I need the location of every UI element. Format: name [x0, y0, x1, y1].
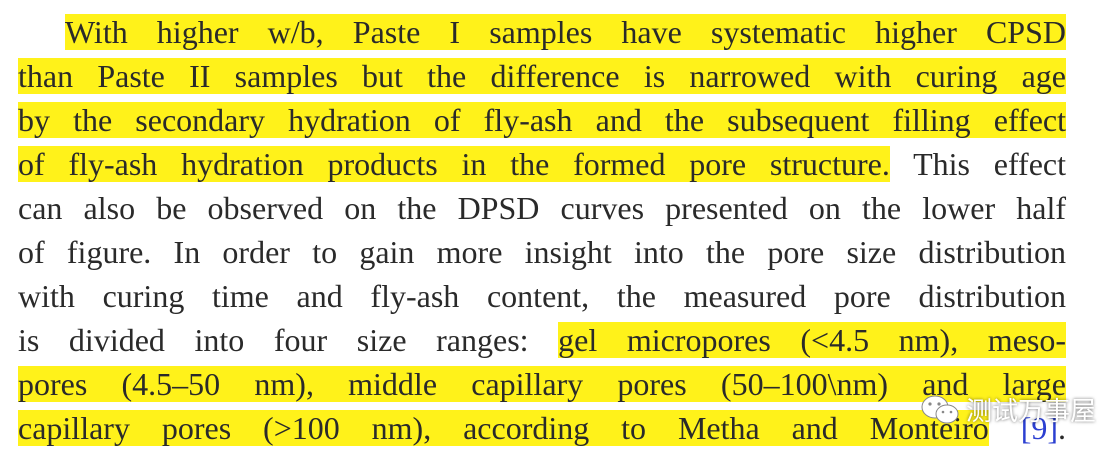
highlighted-text: by the secondary hydration of fly-ash an… [18, 102, 1066, 138]
text: of figure. In order to gain more insight… [18, 234, 1066, 270]
watermark-text: 测试万事屋 [965, 397, 1096, 427]
text-line: with curing time and fly-ash content, th… [18, 274, 1066, 318]
watermark: 测试万事屋 [920, 391, 1096, 428]
highlighted-text: of fly-ash hydration products in the for… [18, 146, 890, 182]
highlighted-text: With higher w/b, Paste I samples have sy… [65, 14, 1066, 50]
text-line: capillary pores (>100 nm), according to … [18, 406, 1066, 450]
text-line: can also be observed on the DPSD curves … [18, 186, 1066, 230]
highlighted-text: than Paste II samples but the difference… [18, 58, 1066, 94]
highlighted-text: capillary pores (>100 nm), according to … [18, 410, 989, 446]
text-line: pores (4.5–50 nm), middle capillary pore… [18, 362, 1066, 406]
wechat-icon [921, 395, 959, 423]
highlighted-text: gel micropores (<4.5 nm), meso- [558, 322, 1067, 358]
text-line: is divided into four size ranges: gel mi… [18, 318, 1067, 362]
text-line: of figure. In order to gain more insight… [18, 230, 1066, 274]
text-line: by the secondary hydration of fly-ash an… [18, 98, 1066, 142]
text-line: of fly-ash hydration products in the for… [18, 142, 1066, 186]
text: can also be observed on the DPSD curves … [18, 190, 1066, 226]
text: is divided into four size ranges: [18, 322, 559, 358]
highlighted-text: pores (4.5–50 nm), middle capillary pore… [18, 366, 1066, 402]
text: . [1058, 410, 1067, 446]
text: with curing time and fly-ash content, th… [18, 278, 1066, 314]
paragraph: With higher w/b, Paste I samples have sy… [18, 10, 1067, 450]
text-line: than Paste II samples but the difference… [18, 54, 1066, 98]
text: This effect [889, 146, 1066, 182]
citation[interactable]: [9] [988, 410, 1059, 446]
text-line: With higher w/b, Paste I samples have sy… [18, 10, 1066, 54]
